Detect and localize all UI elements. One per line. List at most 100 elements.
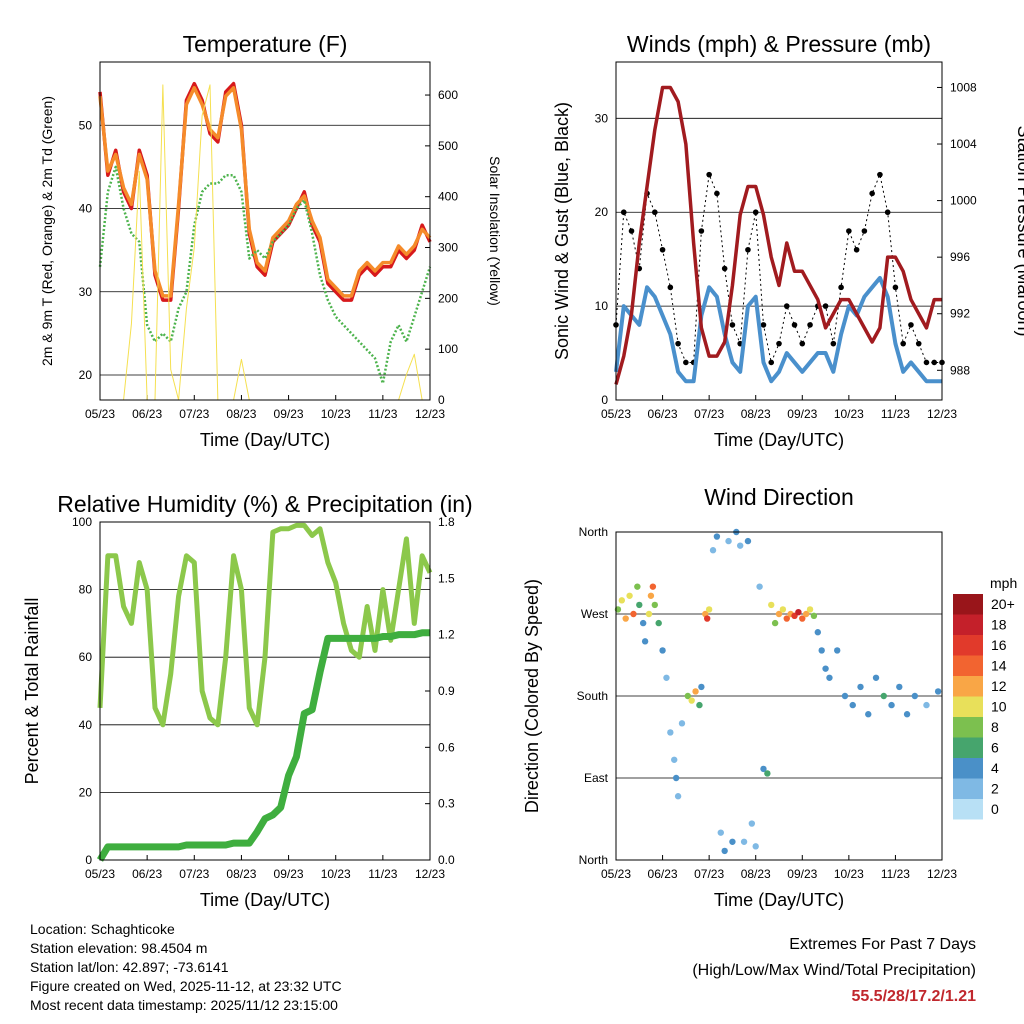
x-tick-label: 09/23	[787, 407, 817, 421]
gust-point	[776, 340, 782, 347]
x-tick-label: 08/23	[226, 407, 256, 421]
y-axis-label: Direction (Colored By Speed)	[522, 579, 542, 813]
y-right-axis-label: Station Pressure (Maroon)	[1014, 125, 1024, 336]
y-axis-label: 2m & 9m T (Red, Orange) & 2m Td (Green)	[39, 96, 55, 366]
y-right-tick-label: 1000	[950, 194, 977, 208]
direction-point	[865, 711, 872, 718]
direction-point	[641, 638, 649, 645]
direction-point	[744, 537, 752, 545]
legend-label: 20+	[991, 596, 1015, 612]
series-solar	[100, 84, 430, 401]
direction-point	[647, 592, 655, 599]
y-tick-label: 0	[601, 393, 608, 407]
legend-swatch	[953, 717, 983, 738]
y-tick-label: East	[584, 771, 609, 785]
gust-point	[869, 190, 875, 197]
direction-point	[814, 629, 822, 636]
gust-point	[745, 246, 751, 253]
y-right-tick-label: 100	[438, 342, 458, 356]
direction-point	[651, 601, 659, 609]
direction-point	[810, 612, 818, 620]
direction-point	[799, 615, 806, 622]
x-tick-label: 11/23	[881, 867, 910, 881]
direction-point	[713, 533, 721, 540]
direction-point	[880, 692, 887, 700]
y-right-tick-label: 0	[438, 393, 445, 407]
direction-point	[764, 770, 771, 777]
gust-point	[853, 246, 860, 253]
legend-label: 16	[991, 637, 1007, 653]
legend-label: 12	[991, 678, 1007, 694]
direction-point	[630, 610, 637, 618]
x-axis-label: Time (Day/UTC)	[714, 430, 844, 450]
legend-title: mph	[990, 575, 1017, 591]
y-tick-label: 20	[79, 368, 93, 382]
y-right-tick-label: 1.5	[438, 571, 455, 585]
legend-label: 14	[991, 658, 1007, 674]
y-right-tick-label: 600	[438, 88, 458, 102]
x-tick-label: 10/23	[834, 867, 864, 881]
y-right-tick-label: 1.2	[438, 628, 455, 642]
x-tick-label: 07/23	[179, 407, 209, 421]
direction-point	[771, 619, 779, 627]
direction-point	[806, 606, 814, 613]
direction-point	[709, 547, 717, 554]
x-tick-label: 10/23	[834, 407, 864, 421]
plot-frame	[615, 531, 943, 861]
direction-point	[903, 711, 911, 718]
x-axis-label: Time (Day/UTC)	[200, 430, 330, 450]
y-right-tick-label: 996	[950, 250, 970, 264]
direction-point	[698, 683, 705, 691]
direction-point	[740, 838, 748, 845]
gust-point	[799, 340, 806, 347]
direction-point	[841, 692, 849, 700]
chart-title: Relative Humidity (%) & Precipitation (i…	[57, 491, 472, 517]
x-tick-label: 05/23	[85, 407, 115, 421]
gust-point	[838, 284, 844, 291]
x-tick-label: 06/23	[648, 867, 678, 881]
gust-point	[783, 303, 790, 309]
direction-point	[618, 597, 626, 604]
y-tick-label: North	[579, 525, 608, 539]
y-right-tick-label: 1004	[950, 137, 977, 151]
y-tick-label: 30	[595, 111, 609, 125]
gust-point	[667, 284, 674, 291]
y-right-tick-label: 0.9	[438, 684, 455, 698]
x-tick-label: 09/23	[274, 407, 304, 421]
gust-point	[900, 340, 906, 347]
x-tick-label: 09/23	[787, 867, 817, 881]
x-tick-label: 07/23	[694, 867, 724, 881]
station-elevation: Station elevation: 98.4504 m	[30, 940, 208, 956]
legend-label: 2	[991, 781, 999, 797]
direction-point	[645, 610, 653, 618]
y-tick-label: 100	[72, 515, 92, 529]
series-2m-td	[98, 165, 432, 385]
direction-point	[639, 619, 647, 627]
direction-point	[748, 820, 756, 827]
legend-label: 18	[991, 617, 1007, 633]
legend-label: 10	[991, 699, 1007, 715]
gust-point	[877, 171, 883, 178]
direction-point	[818, 647, 825, 654]
legend-label: 4	[991, 760, 999, 776]
y-tick-label: 0	[85, 853, 92, 867]
x-tick-label: 12/23	[415, 407, 445, 421]
x-tick-label: 06/23	[132, 407, 162, 421]
direction-point	[636, 601, 643, 609]
direction-point	[934, 688, 942, 695]
station-latlon: Station lat/lon: 42.897; -73.6141	[30, 959, 229, 975]
direction-point	[622, 615, 629, 622]
plot-frame	[99, 521, 431, 861]
x-tick-label: 06/23	[132, 867, 162, 881]
gust-point	[752, 209, 759, 216]
chart-title: Temperature (F)	[183, 31, 348, 57]
gust-point	[628, 228, 635, 234]
gust-point	[931, 359, 938, 366]
gust-point	[908, 322, 914, 328]
y-tick-label: 50	[79, 118, 93, 132]
panel-4: Wind DirectionNorthWestSouthEastNorth05/…	[522, 484, 1017, 910]
direction-point	[721, 847, 728, 855]
gust-point	[846, 228, 852, 234]
y-right-tick-label: 0.3	[438, 797, 455, 811]
